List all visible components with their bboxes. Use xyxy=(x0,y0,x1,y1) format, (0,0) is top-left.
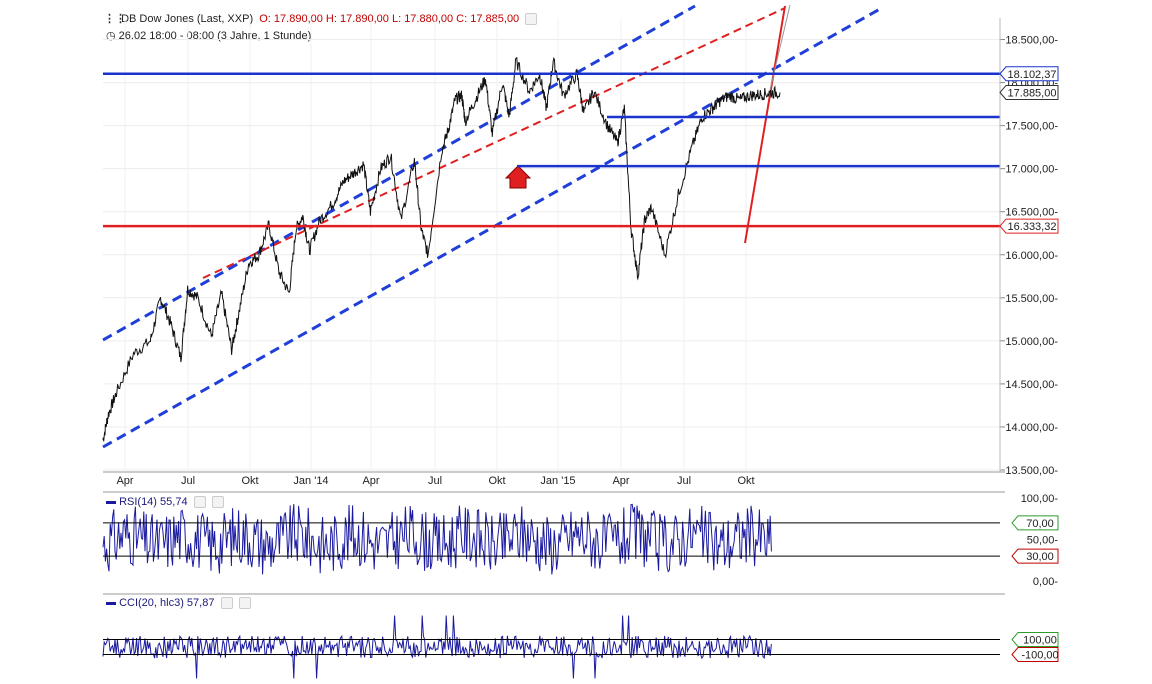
rsi-legend-swatch xyxy=(106,500,116,504)
x-tick-label: Jan '14 xyxy=(293,475,328,487)
level-label-box xyxy=(999,66,1059,82)
channel-lower-line xyxy=(102,7,881,449)
rsi-title: RSI(14) xyxy=(119,496,157,508)
y-tick-label: 17.500,00- xyxy=(1005,121,1058,133)
y-tick-label: 16.000,00- xyxy=(1005,250,1058,262)
rsi-close-icon[interactable] xyxy=(211,496,224,509)
last-price-label: 17.885,00 xyxy=(1008,87,1057,99)
period-label: 26.02 18:00 - 08:00 (3 Jahre, 1 Stunde) xyxy=(118,30,312,42)
rsi-tick-label: 50,00- xyxy=(1027,535,1059,547)
red-dashed-trendline xyxy=(202,7,786,279)
x-tick-label: Okt xyxy=(488,475,505,487)
chart-header: ⋮⋮ DB Dow Jones (Last, XXP) O: 17.890,00… xyxy=(104,12,538,26)
rsi-series-line xyxy=(102,503,772,575)
y-tick-label: 15.000,00- xyxy=(1005,336,1058,348)
chart-title: DB Dow Jones (Last, XXP) xyxy=(121,13,254,25)
rsi-tick-label: 0,00- xyxy=(1033,576,1058,588)
x-tick-label: Apr xyxy=(362,475,379,487)
x-tick-label: Jan '15 xyxy=(540,475,575,487)
y-tick-label: 18.500,00- xyxy=(1005,35,1058,47)
price-series-line xyxy=(102,56,781,442)
x-tick-label: Apr xyxy=(612,475,629,487)
cci-level-label: -100,00 xyxy=(1021,650,1058,662)
x-tick-label: Okt xyxy=(737,475,754,487)
cci-close-icon[interactable] xyxy=(238,597,251,610)
rsi-header: RSI(14) 55,74 xyxy=(106,496,224,509)
rsi-level-label: 70,00 xyxy=(1026,518,1054,530)
rsi-level-label: 30,00 xyxy=(1026,551,1054,563)
rsi-settings-icon[interactable] xyxy=(193,496,206,509)
y-tick-label: 14.000,00- xyxy=(1005,422,1058,434)
y-tick-label: 17.000,00- xyxy=(1005,164,1058,176)
cci-header: CCI(20, hlc3) 57,87 xyxy=(106,597,251,610)
rsi-level-box xyxy=(1011,548,1059,564)
period-info: ◷ 26.02 18:00 - 08:00 (3 Jahre, 1 Stunde… xyxy=(106,29,311,42)
y-tick-label: 13.500,00- xyxy=(1005,465,1058,477)
last-price-box xyxy=(999,84,1059,100)
level-label: 18.102,37 xyxy=(1008,69,1057,81)
cci-level-box xyxy=(1011,647,1059,662)
level-label-box xyxy=(999,218,1059,234)
x-tick-label: Jul xyxy=(677,475,691,487)
clock-icon: ◷ xyxy=(106,30,116,42)
channel-upper-line xyxy=(102,4,696,342)
x-tick-label: Jul xyxy=(428,475,442,487)
rsi-level-box xyxy=(1011,515,1059,531)
x-tick-label: Okt xyxy=(241,475,258,487)
cci-level-box xyxy=(1011,632,1059,647)
projection-line xyxy=(769,4,791,91)
buy-arrow-icon xyxy=(504,165,532,189)
rsi-tick-label: 100,00- xyxy=(1021,493,1059,505)
rsi-value: 55,74 xyxy=(160,496,188,508)
cci-settings-icon[interactable] xyxy=(220,597,233,610)
cci-series-line xyxy=(102,615,772,679)
y-tick-label: 16.500,00- xyxy=(1005,207,1058,219)
cci-level-label: 100,00 xyxy=(1023,635,1057,647)
y-tick-label: 14.500,00- xyxy=(1005,379,1058,391)
x-tick-label: Jul xyxy=(181,475,195,487)
level-label: 16.333,32 xyxy=(1008,221,1057,233)
cci-legend-swatch xyxy=(106,601,116,605)
cci-title: CCI(20, hlc3) xyxy=(119,597,184,609)
cci-value: 57,87 xyxy=(186,597,215,609)
x-tick-label: Apr xyxy=(116,475,133,487)
ohlc-readout: O: 17.890,00 H: 17.890,00 L: 17.880,00 C… xyxy=(259,13,520,25)
settings-icon[interactable] xyxy=(525,13,538,26)
y-tick-label: 15.500,00- xyxy=(1005,293,1058,305)
red-trendline xyxy=(744,5,786,244)
